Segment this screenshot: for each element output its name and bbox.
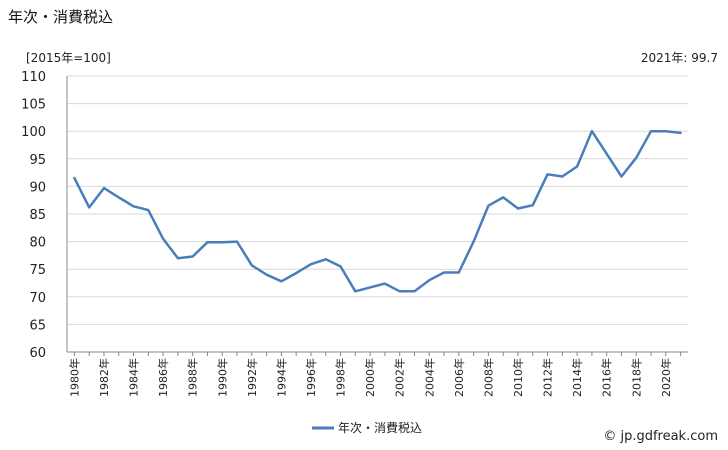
legend-label: 年次・消費税込 [338, 420, 422, 435]
x-axis-ticks: 1980年 1982年 1984年 1986年 1988年 1990年 1992年 1994年… [67, 352, 682, 397]
x-tick-label: 2006年 [452, 358, 466, 397]
x-tick-label: 2018年 [629, 358, 643, 397]
x-tick-label: 1996年 [304, 358, 318, 397]
x-tick-label: 2014年 [570, 358, 584, 397]
y-tick-label: 105 [21, 98, 46, 113]
y-tick-label: 100 [21, 125, 46, 140]
y-tick-label: 80 [29, 236, 46, 251]
chart-title: 年次・消費税込 [8, 8, 114, 26]
gridlines [66, 75, 688, 353]
y-tick-label: 70 [29, 291, 46, 306]
y-tick-label: 75 [29, 263, 46, 278]
x-tick-label: 2008年 [481, 358, 495, 397]
y-tick-label: 85 [29, 208, 46, 223]
x-tick-label: 2020年 [659, 358, 673, 397]
y-tick-label: 90 [29, 180, 46, 195]
x-tick-label: 1994年 [274, 358, 288, 397]
x-tick-label: 1988年 [186, 358, 200, 397]
x-tick-label: 1998年 [334, 358, 348, 397]
x-tick-label: 1986年 [156, 358, 170, 397]
series-line [73, 129, 682, 293]
x-tick-label: 1992年 [245, 358, 259, 397]
y-axis-ticks: 60 65 70 75 80 85 90 95 100 105 110 [21, 70, 46, 361]
x-tick-label: 1990年 [215, 358, 229, 397]
y-tick-label: 65 [29, 318, 46, 333]
x-tick-label: 2000年 [363, 358, 377, 397]
y-tick-label: 110 [21, 70, 46, 85]
unit-label: [2015年=100] [26, 51, 111, 65]
x-tick-label: 2016年 [600, 358, 614, 397]
x-tick-label: 1984年 [127, 358, 141, 397]
x-tick-label: 1982年 [97, 358, 111, 397]
x-tick-label: 2004年 [422, 358, 436, 397]
y-tick-label: 60 [29, 346, 46, 361]
latest-value-label: 2021年: 99.7 [640, 51, 718, 65]
x-tick-label: 2002年 [393, 358, 407, 397]
legend: 年次・消費税込 [312, 420, 422, 435]
series-layer [73, 129, 682, 293]
x-tick-label: 2010年 [511, 358, 525, 397]
y-tick-label: 95 [29, 153, 46, 168]
x-tick-label: 2012年 [541, 358, 555, 397]
source-credit: © jp.gdfreak.com [603, 429, 718, 444]
x-tick-label: 1980年 [67, 358, 81, 397]
